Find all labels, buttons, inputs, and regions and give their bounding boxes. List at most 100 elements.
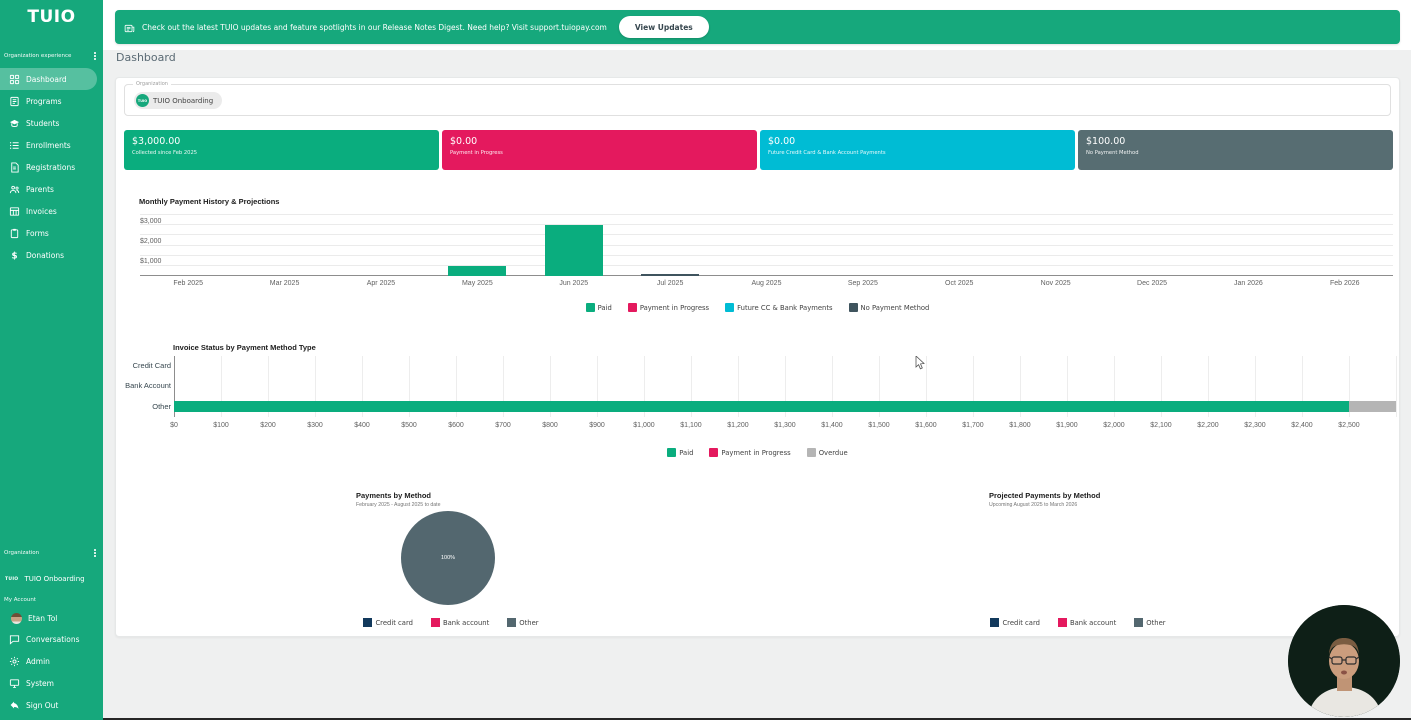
- x-tick-label: $1,900: [1056, 422, 1078, 429]
- x-tick-label: $200: [260, 422, 276, 429]
- sidebar-item-system[interactable]: System: [0, 672, 103, 694]
- legend-item-credit-card: Credit card: [990, 618, 1040, 627]
- registrations-icon: [9, 161, 20, 173]
- organization-chip-avatar: TUIO: [136, 94, 149, 107]
- stat-card-label: Payment in Progress: [450, 150, 503, 156]
- sidebar-item-label: Parents: [26, 184, 54, 194]
- conversations-icon: [9, 634, 20, 645]
- x-tick-label: $2,200: [1197, 422, 1219, 429]
- projected-pie-legend: Credit card Bank account Other: [938, 618, 1218, 627]
- legend-swatch: [585, 303, 595, 312]
- sidebar-item-forms[interactable]: Forms: [0, 222, 103, 244]
- x-tick-label: Feb 2025: [173, 280, 203, 287]
- sidebar-item-sign-out[interactable]: Sign Out: [0, 694, 103, 716]
- bar-other-overdue: [1349, 401, 1396, 413]
- invoices-icon: [9, 206, 20, 217]
- gridline: [409, 356, 410, 417]
- gridline: [973, 356, 974, 417]
- newspaper-icon: [124, 22, 135, 33]
- stat-cards: $3,000.00 Collected since Feb 2025 $0.00 Pa…: [124, 130, 1393, 170]
- invoice-chart-x-axis: $0 $100 $200 $300 $400 $500 $600 $700 $800 $900 $1…: [170, 422, 1396, 432]
- legend-label: No Payment Method: [860, 303, 930, 312]
- user-avatar: [11, 612, 22, 624]
- view-updates-button[interactable]: View Updates: [618, 16, 709, 38]
- webcam-overlay: [1288, 605, 1400, 717]
- sidebar-org-row[interactable]: TUIO TUIO Onboarding: [0, 569, 103, 589]
- org-kebab-menu-icon[interactable]: [90, 547, 100, 559]
- gridline: [1349, 356, 1350, 417]
- dashboard-icon: [9, 74, 20, 85]
- sidebar-item-invoices[interactable]: Invoices: [0, 200, 103, 222]
- x-tick-label: $1,600: [915, 422, 937, 429]
- sidebar-item-label: Programs: [26, 96, 62, 106]
- sidebar-user-row[interactable]: Etan Tol: [0, 608, 103, 628]
- stat-card-amount: $3,000.00: [132, 136, 181, 147]
- invoice-chart-legend: Paid Payment in Progress Overdue: [116, 448, 1399, 457]
- sidebar-item-conversations[interactable]: Conversations: [0, 628, 103, 650]
- stat-card-0: $3,000.00 Collected since Feb 2025: [124, 130, 439, 170]
- legend-item-other: Other: [507, 618, 539, 627]
- x-tick-label: Aug 2025: [751, 280, 782, 287]
- gridline: [832, 356, 833, 417]
- gridline: [926, 356, 927, 417]
- gridline: [140, 254, 1393, 256]
- sidebar-item-enrollments[interactable]: Enrollments: [0, 134, 103, 156]
- sidebar-item-registrations[interactable]: Registrations: [0, 156, 103, 178]
- forms-icon: [9, 228, 20, 239]
- legend-label: Bank account: [442, 618, 490, 627]
- legend-item-paid: Paid: [667, 448, 693, 457]
- org-section-label: Organization: [4, 550, 40, 556]
- sidebar-item-admin[interactable]: Admin: [0, 650, 103, 672]
- sidebar-item-donations[interactable]: $ Donations: [0, 244, 103, 266]
- enrollments-icon: [9, 140, 20, 151]
- legend-item-overdue: Overdue: [806, 448, 848, 457]
- gridline: [362, 356, 363, 417]
- gridline: [1396, 356, 1397, 417]
- monthly-chart-x-axis: Feb 2025 Mar 2025 Apr 2025 May 2025 Jun 2025…: [140, 280, 1393, 290]
- sidebar-section-label: Organization experience: [4, 52, 72, 59]
- sidebar-item-parents[interactable]: Parents: [0, 178, 103, 200]
- sidebar-item-label: Admin: [26, 656, 50, 666]
- gridline: [785, 356, 786, 417]
- organization-chip[interactable]: TUIO TUIO Onboarding: [134, 92, 223, 109]
- gridline: [644, 356, 645, 417]
- x-tick-label: Dec 2025: [1137, 280, 1168, 287]
- legend-label: Other: [519, 618, 539, 627]
- legend-item-payment-in-progress: Payment in Progress: [709, 448, 791, 457]
- gridline: [140, 214, 1393, 216]
- x-tick-label: Sep 2025: [847, 280, 878, 287]
- payments-pie-title: Payments by Method: [356, 491, 432, 500]
- bar-may-2025: [448, 265, 507, 276]
- organization-fieldset: Organization TUIO TUIO Onboarding: [124, 81, 1391, 116]
- legend-label: Future CC & Bank Payments: [737, 303, 833, 312]
- x-tick-label: $1,200: [727, 422, 749, 429]
- projected-pie-subtitle: Upcoming August 2025 to March 2026: [989, 502, 1078, 508]
- main-panel: Organization TUIO TUIO Onboarding $3,000…: [115, 77, 1400, 637]
- y-tick-label: $3,000: [140, 217, 162, 225]
- payments-pie: 100%: [401, 511, 495, 605]
- x-tick-label: Oct 2025: [945, 280, 974, 287]
- org-name: TUIO Onboarding: [24, 575, 85, 583]
- legend-label: Paid: [597, 303, 612, 312]
- x-tick-label: $300: [307, 422, 323, 429]
- legend-item-payment-in-progress: Payment in Progress: [627, 303, 710, 312]
- x-tick-label: $400: [354, 422, 370, 429]
- stat-card-amount: $0.00: [768, 136, 796, 147]
- page-title: Dashboard: [116, 51, 176, 64]
- presenter-portrait: [1288, 605, 1400, 717]
- sidebar-item-students[interactable]: Students: [0, 112, 103, 134]
- sidebar-item-dashboard[interactable]: Dashboard: [0, 68, 97, 90]
- legend-label: Payment in Progress: [639, 303, 710, 312]
- invoice-chart-y-labels: Credit Card Bank Account Other: [116, 356, 172, 417]
- sidebar-item-programs[interactable]: Programs: [0, 90, 103, 112]
- section-kebab-menu-icon[interactable]: [90, 50, 100, 62]
- my-account-label: My Account: [4, 597, 36, 603]
- gridline: [691, 356, 692, 417]
- admin-icon: [9, 656, 20, 667]
- system-icon: [9, 678, 20, 689]
- legend-label: Payment in Progress: [721, 448, 791, 457]
- x-tick-label: Jul 2025: [656, 280, 684, 287]
- legend-swatch: [709, 448, 719, 457]
- category-label-credit-card: Credit Card: [132, 361, 171, 371]
